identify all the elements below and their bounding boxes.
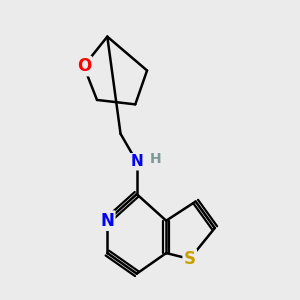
Text: S: S bbox=[184, 250, 196, 268]
Text: O: O bbox=[76, 57, 91, 75]
Text: N: N bbox=[130, 154, 143, 169]
Text: H: H bbox=[150, 152, 162, 166]
Text: N: N bbox=[100, 212, 114, 230]
